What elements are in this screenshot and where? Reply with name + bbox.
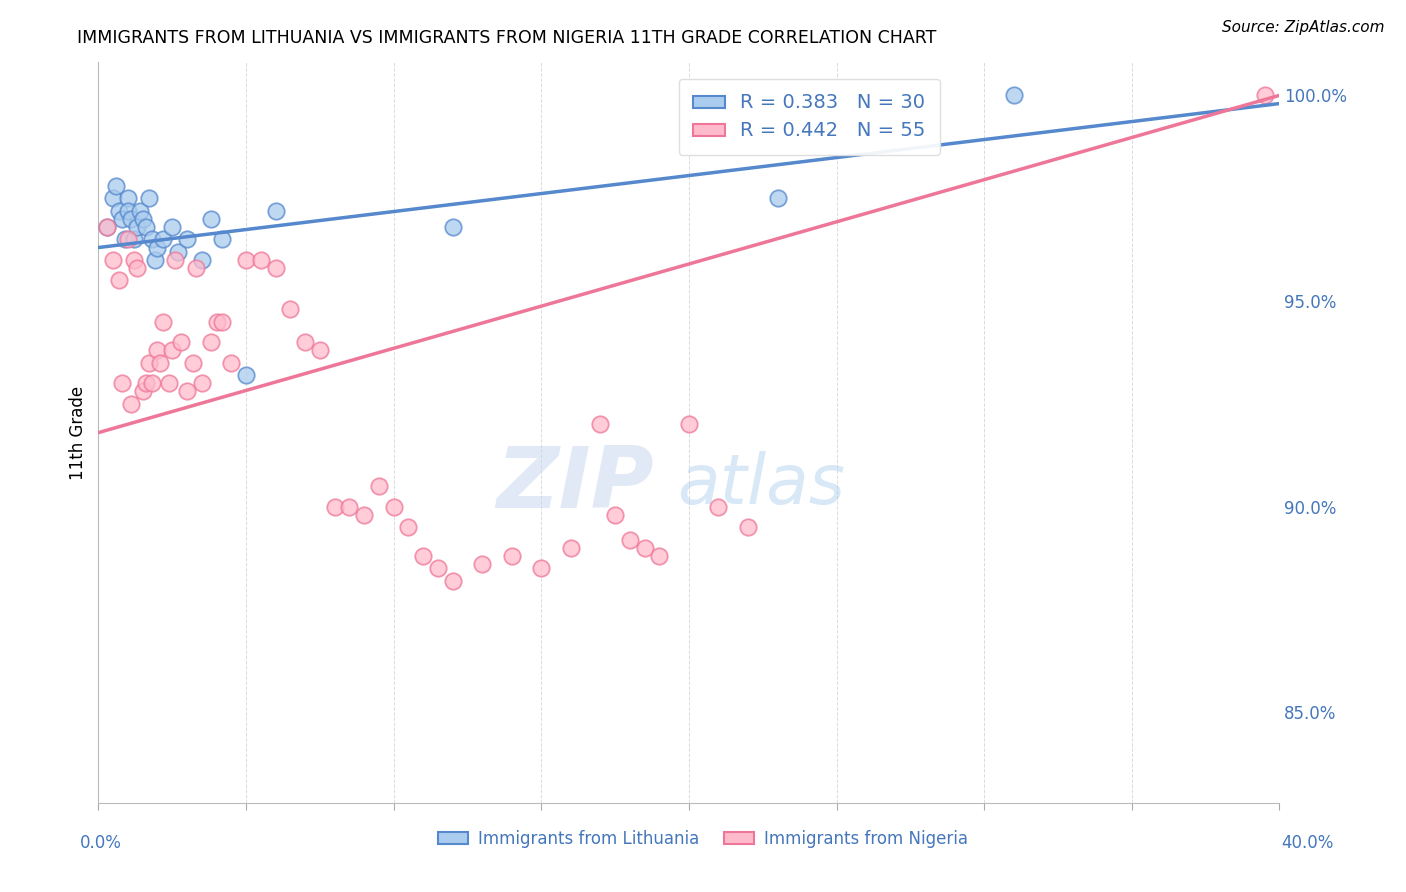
Point [138, 356, 160, 370]
Text: ZIP: ZIP [496, 443, 654, 526]
Point [634, 541, 657, 555]
Point [96, 219, 118, 234]
Point [191, 252, 214, 267]
Point [167, 244, 190, 259]
Point [103, 191, 125, 205]
Point [605, 508, 627, 522]
Point [1002, 88, 1025, 103]
Point [120, 211, 142, 226]
Point [135, 219, 157, 234]
Point [501, 549, 523, 563]
Point [141, 376, 163, 391]
Text: 0.0%: 0.0% [80, 834, 122, 852]
Point [678, 417, 700, 432]
Point [117, 203, 139, 218]
Point [309, 343, 332, 358]
Point [441, 219, 464, 234]
Point [141, 232, 163, 246]
Point [103, 252, 125, 267]
Point [294, 335, 316, 350]
Point [264, 203, 287, 218]
Point [117, 232, 139, 246]
Point [235, 368, 257, 382]
Y-axis label: 11th Grade: 11th Grade [69, 385, 87, 480]
Point [128, 203, 150, 218]
Point [235, 252, 257, 267]
Text: Source: ZipAtlas.com: Source: ZipAtlas.com [1222, 20, 1385, 35]
Point [105, 178, 128, 193]
Point [146, 343, 169, 358]
Point [560, 541, 582, 555]
Point [122, 252, 145, 267]
Point [1254, 88, 1277, 103]
Point [165, 252, 187, 267]
Point [250, 252, 273, 267]
Point [152, 314, 174, 328]
Point [619, 533, 641, 547]
Point [368, 479, 391, 493]
Point [648, 549, 671, 563]
Point [471, 558, 494, 572]
Point [530, 561, 553, 575]
Point [149, 356, 172, 370]
Point [108, 203, 131, 218]
Text: atlas: atlas [678, 451, 845, 518]
Point [111, 211, 134, 226]
Point [205, 314, 228, 328]
Point [707, 500, 730, 514]
Point [323, 500, 346, 514]
Point [184, 261, 207, 276]
Point [181, 356, 204, 370]
Point [157, 376, 180, 391]
Point [111, 376, 134, 391]
Point [135, 376, 157, 391]
Point [382, 500, 405, 514]
Point [132, 211, 155, 226]
Point [427, 561, 450, 575]
Text: IMMIGRANTS FROM LITHUANIA VS IMMIGRANTS FROM NIGERIA 11TH GRADE CORRELATION CHAR: IMMIGRANTS FROM LITHUANIA VS IMMIGRANTS … [77, 29, 936, 46]
Point [589, 417, 612, 432]
Point [221, 356, 243, 370]
Point [398, 520, 420, 534]
Point [211, 232, 233, 246]
Point [152, 232, 174, 246]
Point [125, 261, 148, 276]
Point [339, 500, 361, 514]
Legend: R = 0.383   N = 30, R = 0.442   N = 55: R = 0.383 N = 30, R = 0.442 N = 55 [679, 78, 939, 155]
Point [737, 520, 759, 534]
Point [138, 191, 160, 205]
Point [114, 232, 136, 246]
Point [200, 211, 222, 226]
Point [108, 273, 131, 287]
Point [120, 397, 142, 411]
Point [143, 252, 166, 267]
Point [280, 302, 302, 317]
Point [117, 191, 139, 205]
Legend: Immigrants from Lithuania, Immigrants from Nigeria: Immigrants from Lithuania, Immigrants fr… [432, 823, 974, 855]
Text: 40.0%: 40.0% [1281, 834, 1334, 852]
Point [441, 574, 464, 588]
Point [766, 191, 789, 205]
Point [146, 240, 169, 254]
Point [353, 508, 375, 522]
Point [122, 232, 145, 246]
Point [162, 219, 183, 234]
Point [200, 335, 222, 350]
Point [264, 261, 287, 276]
Point [162, 343, 183, 358]
Point [412, 549, 434, 563]
Point [132, 384, 155, 399]
Point [211, 314, 233, 328]
Point [96, 219, 118, 234]
Point [176, 232, 198, 246]
Point [176, 384, 198, 399]
Point [125, 219, 148, 234]
Point [170, 335, 193, 350]
Point [191, 376, 214, 391]
